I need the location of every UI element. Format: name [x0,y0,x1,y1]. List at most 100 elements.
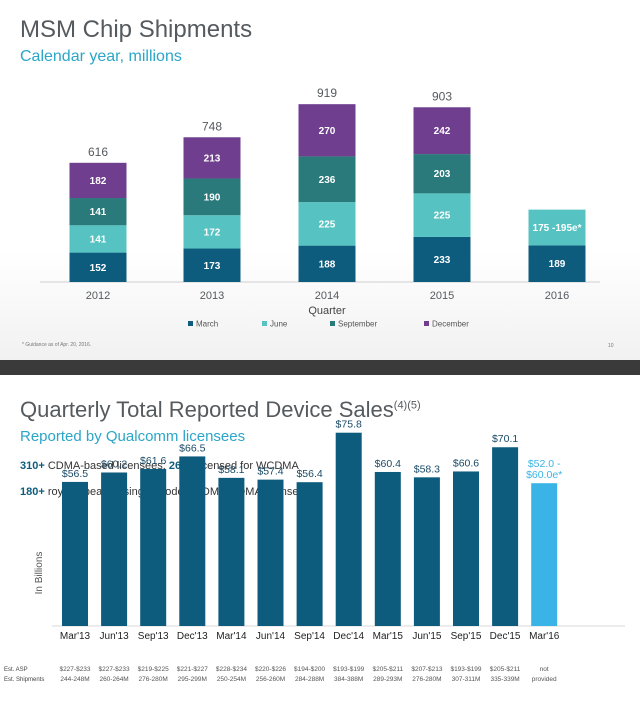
msm-title: MSM Chip Shipments [20,16,253,43]
bar-sep-15 [453,471,479,626]
x-tick-2016: 2016 [545,290,569,302]
est-shipments-mar-15: 289-293M [373,676,402,683]
data-label-sep-13: $61.6 [140,455,166,467]
bar-dec-13 [179,456,206,626]
row-label-est-asp: Est. ASP [4,667,28,673]
bar-mar-14 [218,477,245,626]
x-tick-sep-13: Sep'13 [138,631,169,642]
device-sales-subtitle: Reported by Qualcomm licensees [20,428,246,445]
bar-june-2013 [183,215,241,249]
x-tick-mar-14: Mar'14 [216,631,247,642]
bar-march-2015 [413,236,471,282]
est-shipments-sep-13: 276-280M [139,676,168,683]
est-shipments-mar-16: provided [532,676,557,683]
est-asp-dec-14: $193-$199 [333,666,364,673]
x-tick-2014: 2014 [315,290,339,302]
est-shipments-dec-13: 295-299M [178,676,207,683]
legend-swatch-march [188,321,193,326]
data-label-mar-14: $58.1 [218,464,244,476]
x-tick-2013: 2013 [200,290,224,302]
total-label-2012: 616 [88,145,108,159]
est-asp-mar-14: $228-$234 [216,666,247,673]
bar-december-2013 [183,137,241,179]
bar-december-2015 [413,107,471,155]
est-asp-mar-13: $227-$233 [59,666,90,673]
data-label-mar-13: $56.5 [62,468,88,480]
est-shipments-sep-14: 284-288M [295,676,324,683]
cdma-text: CDMA-based licensees; [44,460,169,472]
bar-march-2016 [528,245,586,282]
est-asp-sep-13: $219-$225 [138,666,169,673]
data-label-december-2015: 242 [434,126,451,137]
legend-label-december: December [432,320,469,329]
bar-september-2013 [183,178,241,216]
x-tick-2015: 2015 [430,290,454,302]
est-shipments-mar-14: 250-254M [217,676,246,683]
wcdma-text: licensed for WCDMA [193,460,299,472]
legend-label-september: September [338,320,377,329]
ofdm-count: 180+ [20,486,45,498]
data-label-december-2013: 213 [204,153,221,164]
total-label-2014: 919 [317,86,337,100]
legend-label-june: June [270,320,288,329]
x-tick-dec-13: Dec'13 [177,631,208,642]
data-label-september-2015: 203 [434,169,451,180]
est-shipments-mar-13: 244-248M [60,676,89,683]
data-label-jun-15: $58.3 [414,463,440,475]
data-label-sep-15: $60.6 [453,457,479,469]
data-label-march-2015: 233 [434,255,451,266]
data-label-march-2014: 188 [319,259,336,270]
bar-december-2014 [298,104,356,157]
bar-june-2012 [69,225,127,253]
est-shipments-sep-15: 307-311M [452,676,481,683]
bar-jun-13 [101,472,128,626]
est-shipments-dec-14: 384-388M [334,676,363,683]
slide-separator [0,360,640,375]
data-label-dec-15: $70.1 [492,433,518,445]
bar-jun-14 [257,479,284,626]
total-label-2013: 748 [202,119,222,133]
est-asp-sep-15: $193-$199 [450,666,481,673]
bar-mar-13 [62,481,88,626]
row-label-est-shipments: Est. Shipments [4,677,44,683]
legend-label-march: March [196,320,218,329]
bar-march-2012 [69,252,127,282]
data-label-september-2013: 190 [204,192,221,203]
bar-june-2015 [413,193,471,237]
est-asp-dec-15: $205-$211 [490,666,521,673]
device-sales-title: Quarterly Total Reported Device Sales(4)… [20,397,421,422]
data-label-december-2014: 270 [319,126,336,137]
est-shipments-jun-14: 256-260M [256,676,285,683]
data-label-jun-13: $60.2 [101,458,127,470]
data-label-dec-14: $75.8 [336,419,362,431]
bar-jun-15 [413,477,440,626]
x-tick-jun-13: Jun'13 [100,631,130,642]
legend-swatch-december [424,321,429,326]
bar-march-2013 [183,248,241,282]
msm-slide: MSM Chip Shipments Calendar year, millio… [0,0,640,360]
bar-september-2012 [69,198,127,226]
x-tick-jun-15: Jun'15 [412,631,442,642]
data-label-mar-16-line-1: $52.0 - [528,458,561,470]
bar-june-2014 [298,202,356,246]
legend-swatch-september [330,321,335,326]
data-label-september-2012: 141 [90,207,107,218]
bar-dec-14 [335,432,362,626]
x-tick-mar-13: Mar'13 [60,631,91,642]
bar-september-2014 [298,156,356,203]
msm-stacked-bar-chart: 152 141 141 182 616 2012 173 172 190 213 748 2013 18… [40,86,600,329]
x-tick-dec-15: Dec'15 [490,631,521,642]
legend-swatch-june [262,321,267,326]
data-label-december-2012: 182 [90,176,107,187]
title-footnote-ref: (4)(5) [393,399,421,412]
bar-mar-16 [531,483,558,626]
est-asp-jun-14: $220-$226 [255,666,286,673]
est-shipments-jun-15: 276-280M [412,676,441,683]
x-tick-jun-14: Jun'14 [256,631,286,642]
msm-footnote: * Guidance as of Apr. 20, 2016. [22,342,92,348]
data-label-mar-15: $60.4 [375,458,401,470]
data-label-june-2013: 172 [204,227,221,238]
bar-sep-13 [140,468,167,626]
est-asp-jun-13: $227-$233 [99,666,130,673]
x-tick-mar-15: Mar'15 [373,631,404,642]
